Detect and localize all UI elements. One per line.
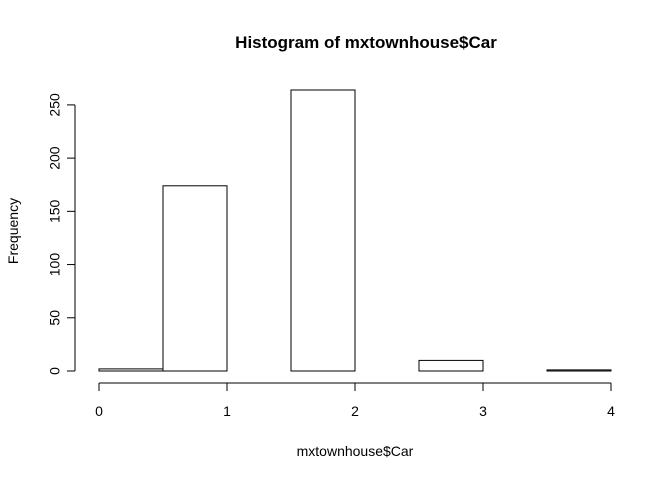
x-tick-label: 1 bbox=[223, 403, 231, 419]
histogram-bar-1 bbox=[162, 185, 228, 372]
y-tick-label: 150 bbox=[47, 199, 63, 223]
x-tick-label: 3 bbox=[479, 403, 487, 419]
histogram-bar-3 bbox=[290, 89, 356, 372]
y-tick-label: 100 bbox=[47, 253, 63, 277]
bars-group bbox=[98, 89, 612, 372]
x-axis-label: mxtownhouse$Car bbox=[297, 443, 414, 459]
y-axis: 0 50 100 150 200 250 bbox=[47, 93, 76, 375]
y-axis-label: Frequency bbox=[5, 198, 21, 264]
histogram-bar-0 bbox=[98, 368, 164, 372]
histogram-bar-7 bbox=[546, 369, 612, 372]
x-tick-label: 0 bbox=[95, 403, 103, 419]
y-tick-label: 200 bbox=[47, 146, 63, 170]
y-tick-label: 0 bbox=[47, 367, 63, 375]
y-tick-label: 250 bbox=[47, 93, 63, 117]
y-tick-label: 50 bbox=[47, 310, 63, 326]
histogram-bar-5 bbox=[418, 359, 484, 372]
chart-title: Histogram of mxtownhouse$Car bbox=[235, 33, 497, 52]
x-tick-label: 2 bbox=[351, 403, 359, 419]
x-tick-label: 4 bbox=[607, 403, 615, 419]
x-axis: 0 1 2 3 4 bbox=[95, 382, 615, 419]
